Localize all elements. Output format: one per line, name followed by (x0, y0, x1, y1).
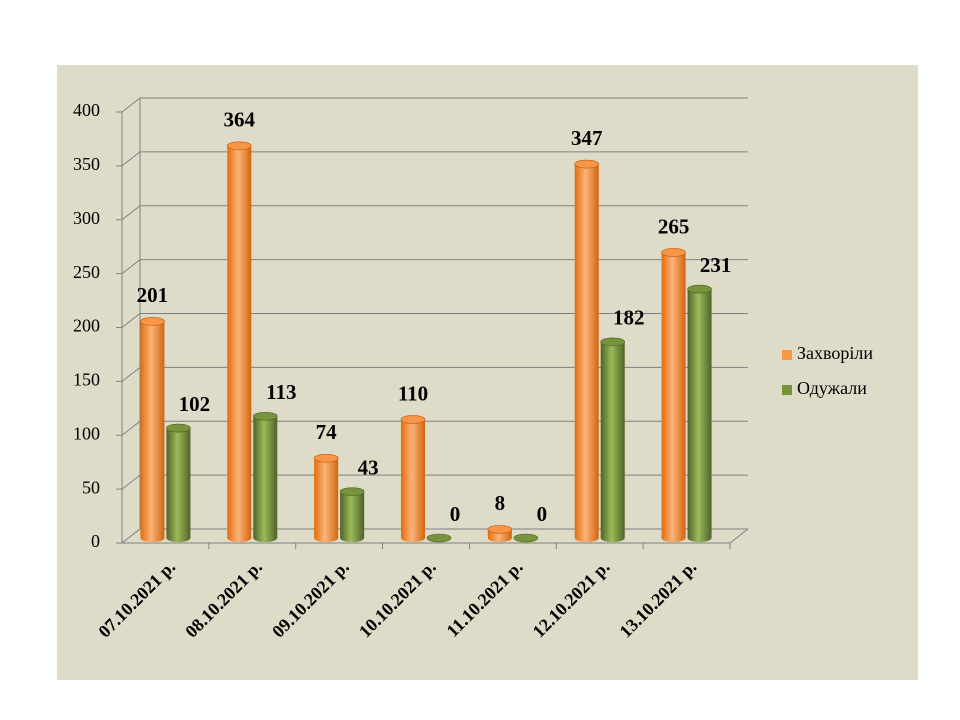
bar-body (140, 321, 165, 542)
bar-body (166, 428, 191, 542)
bar (166, 423, 191, 542)
bar (400, 415, 426, 542)
value-label: 113 (266, 380, 296, 404)
value-label: 0 (450, 502, 461, 526)
legend-swatch (782, 385, 792, 395)
bar-body (401, 419, 425, 542)
chart-panel (57, 65, 918, 680)
grid-line (121, 528, 748, 544)
bar-top (687, 284, 712, 294)
y-tick-label: 0 (91, 531, 100, 551)
grid-line (121, 366, 748, 382)
y-tick-label: 400 (73, 100, 100, 120)
bar (252, 411, 278, 542)
bar-top (574, 159, 600, 169)
axis-line (729, 528, 749, 544)
y-tick-label: 150 (73, 370, 100, 390)
value-label: 347 (571, 126, 603, 150)
bar (140, 317, 165, 542)
bar-body (687, 289, 712, 542)
grid-line (121, 313, 748, 328)
value-label: 182 (613, 306, 645, 330)
grid-line (121, 259, 748, 275)
bar-top (252, 411, 278, 421)
value-label: 364 (224, 108, 256, 132)
bar-body (253, 416, 278, 542)
value-label: 102 (179, 392, 211, 416)
legend-label: Одужали (797, 378, 867, 398)
bar (574, 159, 600, 543)
bar (600, 337, 626, 542)
value-label: 0 (537, 502, 548, 526)
value-label: 8 (495, 491, 506, 515)
bar-top (513, 533, 539, 543)
bar (313, 453, 339, 542)
bar-top (426, 533, 452, 543)
grid-line (121, 151, 748, 167)
bar-body (340, 491, 365, 542)
y-tick-label: 100 (73, 423, 100, 443)
bar (513, 533, 539, 543)
bar-body (661, 252, 686, 542)
bar-body (600, 341, 625, 542)
grid-line (121, 420, 748, 436)
legend-swatch (782, 350, 792, 360)
y-tick-label: 300 (73, 208, 100, 228)
value-label: 43 (358, 455, 379, 479)
grid-line (121, 97, 748, 113)
bar-top (226, 141, 252, 151)
bar (487, 525, 513, 542)
y-tick-label: 200 (73, 316, 100, 336)
value-label: 74 (316, 420, 338, 444)
bar (339, 487, 365, 542)
value-label: 231 (700, 253, 732, 277)
bar-top (313, 453, 339, 463)
bar-body (574, 164, 599, 543)
value-label: 110 (398, 381, 428, 405)
value-label: 265 (658, 214, 690, 238)
bar (661, 248, 686, 542)
bar (426, 533, 452, 543)
y-tick-label: 250 (73, 262, 100, 282)
bar-top (661, 248, 686, 257)
legend-label: Захворіли (797, 343, 873, 363)
bar (687, 284, 712, 542)
y-tick-label: 50 (82, 477, 100, 497)
bar-top (600, 337, 626, 347)
bar-top (487, 525, 513, 534)
y-tick-label: 350 (73, 154, 100, 174)
grid-line (121, 474, 748, 490)
bar-top (400, 415, 426, 424)
bar-top (166, 423, 191, 433)
bar-body (314, 458, 339, 542)
bar-body (227, 145, 252, 543)
grid-line (121, 205, 748, 221)
bar-top (140, 317, 165, 326)
bar (226, 141, 252, 543)
value-label: 201 (137, 283, 169, 307)
bar-top (339, 487, 365, 496)
